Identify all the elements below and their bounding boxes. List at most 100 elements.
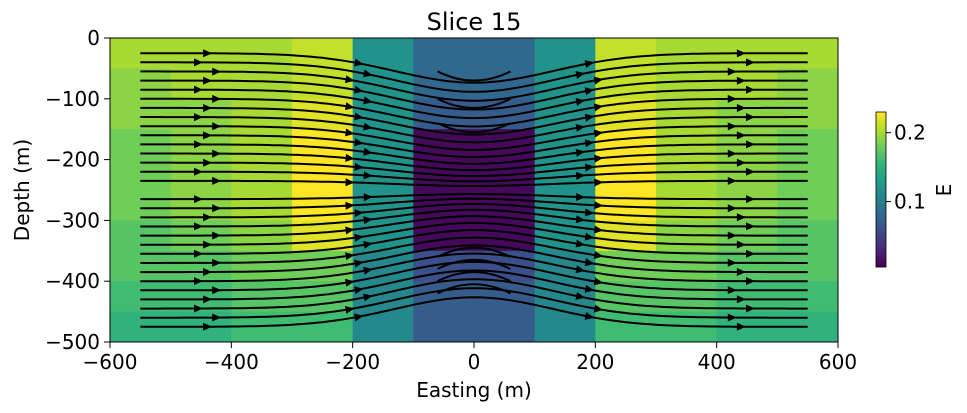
streamline-arrow [354, 313, 364, 322]
heatmap-cell [595, 311, 657, 343]
streamline [140, 125, 808, 151]
streamline-arrow [576, 192, 586, 201]
streamline [437, 259, 511, 270]
heatmap-cell [231, 159, 293, 191]
streamline-arrow [344, 278, 355, 287]
y-tick-label: −200 [45, 148, 100, 172]
streamline-arrow [594, 178, 604, 187]
streamline-arrow [354, 209, 364, 218]
streamline [140, 79, 808, 111]
heatmap-cell [777, 250, 839, 282]
streamline-arrow [584, 284, 595, 293]
x-tick-label: 400 [698, 350, 736, 374]
streamline-arrow [575, 98, 586, 106]
x-axis-ticks: −600 −400 −200 0 200 400 600 [83, 342, 857, 374]
streamline [140, 161, 808, 177]
streamline-arrow [575, 171, 586, 180]
x-axis-label: Easting (m) [416, 378, 532, 402]
streamline-arrow [584, 312, 595, 320]
streamline [437, 283, 511, 295]
streamline [140, 296, 808, 328]
streamline [140, 197, 808, 210]
y-tick-label: −400 [45, 269, 100, 293]
streamline [140, 221, 808, 246]
streamline-arrow [363, 266, 373, 275]
streamline [437, 271, 511, 283]
streamline-arrow [354, 233, 364, 242]
heatmap-cell [110, 190, 172, 221]
streamline-arrow [745, 304, 755, 313]
colorbar-tick-label: 0.1 [894, 190, 926, 214]
heatmap-cell [170, 98, 232, 130]
streamline-arrow [575, 148, 586, 157]
streamline-arrow [193, 222, 203, 231]
y-axis-ticks: 0 −100 −200 −300 −400 −500 [45, 26, 110, 354]
heatmap-cell [716, 190, 778, 221]
streamline-arrow [584, 163, 595, 172]
heatmap-cell [231, 250, 293, 282]
streamline-arrow [345, 226, 355, 235]
colorbar-tick-label: 0.2 [894, 121, 926, 145]
streamline [140, 61, 808, 93]
streamline [437, 97, 511, 109]
streamline-arrow [575, 291, 586, 300]
streamline-arrow [354, 85, 364, 94]
streamline-arrow [193, 113, 203, 122]
streamline-arrow [203, 49, 213, 58]
streamline [140, 203, 808, 219]
streamline-arrow [345, 252, 355, 261]
streamline-arrow [212, 67, 222, 76]
heatmap-cell [656, 159, 718, 191]
streamline-arrow [345, 178, 355, 187]
streamline-arrow [745, 140, 755, 149]
x-tick-label: −200 [325, 350, 380, 374]
streamline-arrow [745, 85, 755, 94]
heatmap-cell [292, 311, 354, 343]
streamline-arrow [727, 204, 737, 213]
streamline-arrow [593, 251, 604, 260]
streamline-arrow [593, 225, 604, 234]
streamline [140, 52, 808, 84]
streamline-arrow [193, 58, 203, 67]
streamline-arrow [212, 286, 222, 295]
streamline-arrow [593, 277, 604, 286]
heatmap-cell [170, 190, 232, 221]
streamline-arrow [727, 286, 737, 295]
streamline-arrow [345, 128, 355, 137]
streamline [140, 170, 808, 183]
streamline-arrow [193, 304, 203, 313]
streamline-arrow [736, 322, 746, 331]
streamline-arrow [212, 231, 222, 240]
chart-title: Slice 15 [427, 8, 522, 36]
streamline-arrow [345, 201, 355, 210]
x-tick-label: 200 [576, 350, 614, 374]
y-tick-label: −100 [45, 87, 100, 111]
streamline-arrow [575, 239, 586, 248]
heatmap-cell [110, 68, 172, 100]
heatmap-cell [170, 281, 232, 312]
heatmap-cell [170, 250, 232, 282]
heatmap-cell [656, 250, 718, 282]
streamline [140, 278, 808, 310]
streamline-arrow [203, 322, 213, 331]
heatmap-cell [595, 38, 657, 69]
heatmap-cell [292, 38, 354, 69]
streamline-arrow [584, 87, 595, 96]
streamline-arrow [736, 267, 746, 276]
streamline-arrow [736, 213, 746, 222]
streamline-arrow [575, 215, 586, 224]
streamline [140, 229, 808, 255]
streamline-arrow [203, 76, 213, 85]
streamline-arrow [193, 140, 203, 149]
streamline-arrow [745, 249, 755, 258]
x-tick-label: 0 [468, 350, 481, 374]
heatmap-cell [474, 38, 536, 69]
streamline [437, 70, 511, 82]
streamline-arrow [345, 102, 355, 111]
x-tick-label: −400 [204, 350, 259, 374]
colorbar [875, 111, 887, 268]
streamline [140, 193, 808, 201]
streamline-arrow [363, 193, 373, 202]
heatmap-cell [716, 68, 778, 100]
